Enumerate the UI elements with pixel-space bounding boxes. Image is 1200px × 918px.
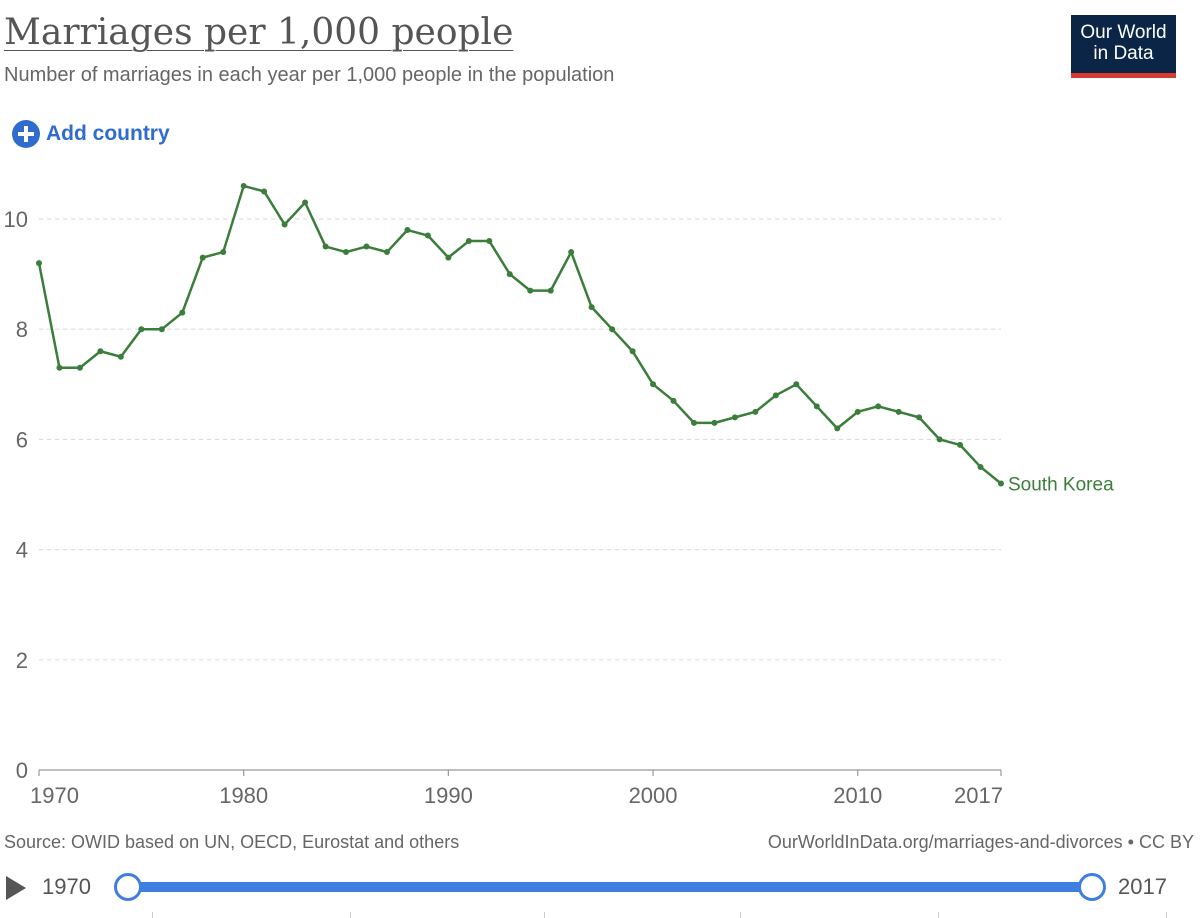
add-country-label: Add country bbox=[46, 122, 170, 145]
chart-subtitle: Number of marriages in each year per 1,0… bbox=[4, 64, 615, 86]
data-point bbox=[158, 326, 165, 333]
source-note: Source: OWID based on UN, OECD, Eurostat… bbox=[4, 832, 460, 852]
data-point bbox=[916, 414, 923, 421]
data-point bbox=[36, 260, 42, 267]
chart-grid bbox=[39, 218, 1001, 661]
logo-line-2: in Data bbox=[1093, 43, 1154, 64]
data-point bbox=[813, 403, 820, 410]
data-point bbox=[506, 271, 513, 278]
data-point bbox=[486, 238, 493, 245]
timeline-start-handle[interactable] bbox=[114, 873, 142, 901]
logo-bar bbox=[1071, 73, 1176, 78]
data-point bbox=[97, 348, 104, 355]
data-point bbox=[977, 463, 984, 470]
x-tick-label: 1980 bbox=[219, 783, 268, 808]
data-point bbox=[199, 254, 206, 261]
data-point bbox=[445, 254, 452, 261]
timeline-tick bbox=[544, 912, 545, 918]
y-axis: 0 2 4 6 8 10 bbox=[4, 207, 28, 783]
data-point bbox=[240, 182, 247, 189]
data-point bbox=[363, 243, 370, 250]
data-point bbox=[752, 408, 759, 415]
data-point bbox=[56, 364, 63, 371]
timeline-end-handle[interactable] bbox=[1078, 873, 1106, 901]
data-point bbox=[957, 441, 964, 448]
data-point bbox=[875, 403, 882, 410]
x-tick-label: 2017 bbox=[954, 783, 1003, 808]
line-chart: 0 2 4 6 8 10 1970 1980 1990 2000 2010 2017 South K… bbox=[4, 182, 1114, 808]
timeline-tick bbox=[938, 912, 939, 918]
add-country-button[interactable]: Add country bbox=[12, 120, 170, 148]
data-point bbox=[527, 287, 534, 294]
chart-title: Marriages per 1,000 people bbox=[4, 12, 514, 53]
data-point bbox=[383, 249, 390, 256]
owid-logo[interactable]: Our World in Data bbox=[1071, 15, 1176, 78]
x-tick-label: 2010 bbox=[833, 783, 882, 808]
data-point bbox=[895, 408, 902, 415]
series-label: South Korea bbox=[1008, 474, 1114, 495]
data-point bbox=[588, 304, 595, 311]
y-tick-label: 8 bbox=[16, 317, 28, 342]
x-tick-label: 1990 bbox=[424, 783, 473, 808]
data-point bbox=[650, 381, 657, 388]
data-point bbox=[793, 381, 800, 388]
data-point bbox=[568, 249, 575, 256]
data-point bbox=[670, 397, 677, 404]
source-link[interactable]: OurWorldInData.org/marriages-and-divorce… bbox=[767, 832, 1194, 852]
y-tick-label: 6 bbox=[16, 427, 28, 452]
data-point bbox=[711, 419, 718, 426]
data-point bbox=[998, 480, 1004, 487]
data-point bbox=[609, 326, 616, 333]
play-icon[interactable] bbox=[6, 876, 26, 900]
data-point bbox=[117, 353, 124, 360]
x-tick-label: 1970 bbox=[30, 783, 79, 808]
timeline-tick bbox=[350, 912, 351, 918]
data-point bbox=[322, 243, 329, 250]
data-point bbox=[404, 227, 411, 234]
data-point bbox=[261, 188, 268, 195]
data-point bbox=[629, 348, 636, 355]
data-point bbox=[138, 326, 145, 333]
data-point bbox=[936, 436, 943, 443]
timeline-tick bbox=[740, 912, 741, 918]
data-point bbox=[424, 232, 431, 239]
series-line bbox=[37, 184, 1002, 485]
data-point bbox=[731, 414, 738, 421]
data-point bbox=[834, 425, 841, 432]
x-tick-label: 2000 bbox=[629, 783, 678, 808]
data-point bbox=[343, 249, 350, 256]
y-tick-label: 4 bbox=[16, 538, 28, 563]
x-axis: 1970 1980 1990 2000 2010 2017 bbox=[30, 769, 1003, 808]
logo-line-1: Our World bbox=[1080, 22, 1167, 43]
data-point bbox=[854, 408, 861, 415]
data-point bbox=[547, 287, 554, 294]
timeline-ticks bbox=[0, 912, 1200, 918]
timeline: 1970 2017 bbox=[0, 860, 1200, 918]
y-tick-label: 10 bbox=[4, 207, 28, 232]
data-point bbox=[220, 249, 227, 256]
data-point bbox=[465, 238, 472, 245]
timeline-start-label: 1970 bbox=[42, 874, 91, 899]
series-group: South Korea bbox=[36, 182, 1114, 495]
timeline-track[interactable] bbox=[126, 882, 1090, 892]
plus-circle-icon bbox=[12, 120, 40, 148]
data-point bbox=[302, 199, 309, 206]
data-point bbox=[76, 364, 83, 371]
timeline-end-label: 2017 bbox=[1118, 874, 1167, 899]
data-point bbox=[179, 309, 186, 316]
data-point bbox=[690, 419, 697, 426]
data-point bbox=[772, 392, 779, 399]
y-tick-label: 0 bbox=[16, 758, 28, 783]
data-point bbox=[281, 221, 288, 228]
timeline-tick bbox=[152, 912, 153, 918]
timeline-tick bbox=[1166, 912, 1167, 918]
y-tick-label: 2 bbox=[16, 648, 28, 673]
